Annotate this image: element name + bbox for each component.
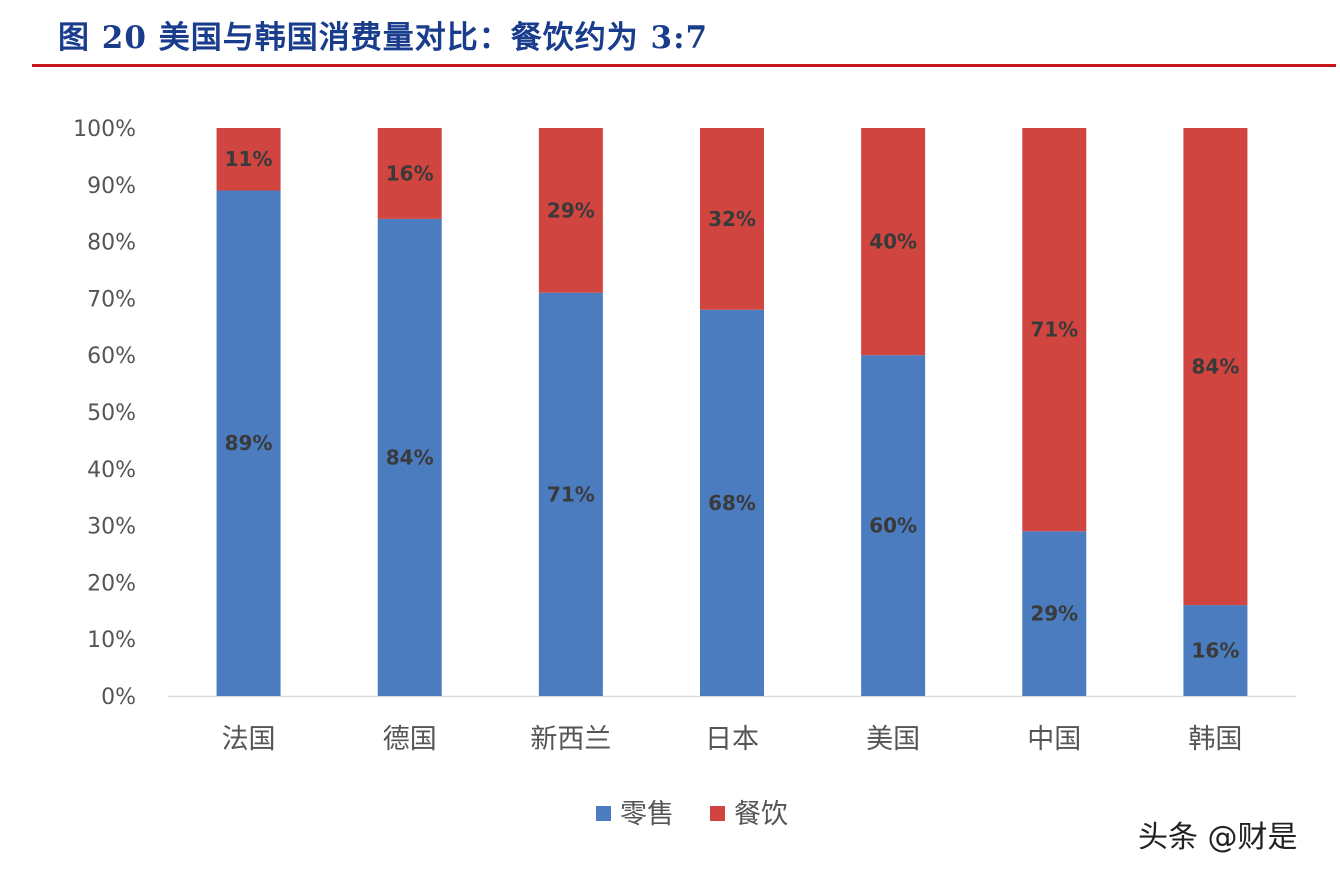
category-label: 美国 [866,724,920,755]
data-label: 40% [869,230,917,254]
data-label: 89% [225,431,273,455]
category-label: 中国 [1027,724,1081,755]
y-tick-label: 20% [87,571,136,596]
bar-segment-retail [861,355,926,696]
bar-segment-catering [216,128,281,191]
y-tick-label: 30% [87,515,136,540]
bar-segment-catering [700,128,764,310]
data-label: 16% [1191,639,1239,663]
legend: 零售 餐饮 [596,799,788,830]
y-tick-label: 70% [87,287,136,312]
data-label: 29% [547,198,595,222]
data-label: 68% [708,491,756,515]
legend-swatch-retail [596,806,611,821]
data-label: 71% [1030,318,1078,342]
category-label: 日本 [705,724,759,755]
bar-segment-catering [377,128,442,219]
category-label: 新西兰 [530,724,611,755]
data-label: 16% [386,161,434,185]
category-label: 法国 [222,724,276,755]
data-label: 84% [1191,355,1239,379]
title-divider [32,64,1336,67]
data-label: 29% [1030,602,1078,626]
y-tick-label: 40% [87,458,136,483]
bar-segment-retail [538,292,603,696]
bar-segment-catering [861,128,926,356]
y-tick-label: 0% [101,685,136,710]
data-label: 84% [386,445,434,469]
bar-segment-retail [1183,605,1248,696]
y-tick-label: 60% [87,344,136,369]
y-tick-label: 50% [87,401,136,426]
data-label: 71% [547,482,595,506]
y-tick-label: 80% [87,231,136,256]
bar-segment-retail [377,218,442,696]
data-label: 11% [225,147,273,171]
y-tick-label: 100% [73,117,136,142]
bar-segment-catering [538,128,603,293]
legend-label: 零售 [620,799,674,830]
category-label: 韩国 [1188,724,1242,755]
data-label: 32% [708,207,756,231]
bars [216,128,1248,697]
y-axis-ticks: 0% 10% 20% 30% 40% 50% 60% 70% 80% 90% 100% [73,117,136,710]
y-tick-label: 90% [87,174,136,199]
data-labels: 89% 11% 84% 16% 71% 29% 68% 32% 60% 40% 29% 71% 16% 8… [225,147,1240,662]
bar-segment-catering [1183,128,1248,606]
legend-label: 餐饮 [734,799,788,830]
category-label: 德国 [383,724,437,755]
legend-swatch-catering [710,806,725,821]
bar-segment-retail [1022,531,1087,696]
bar-segment-catering [1022,128,1087,532]
category-labels: 法国 德国 新西兰 日本 美国 中国 韩国 [222,724,1243,755]
bar-segment-retail [700,309,764,696]
watermark: 头条 @财是 [1138,820,1298,855]
chart-title: 图 20 美国与韩国消费量对比：餐饮约为 3:7 [58,20,709,56]
y-tick-label: 10% [87,628,136,653]
data-label: 60% [869,514,917,538]
bar-segment-retail [216,190,281,697]
